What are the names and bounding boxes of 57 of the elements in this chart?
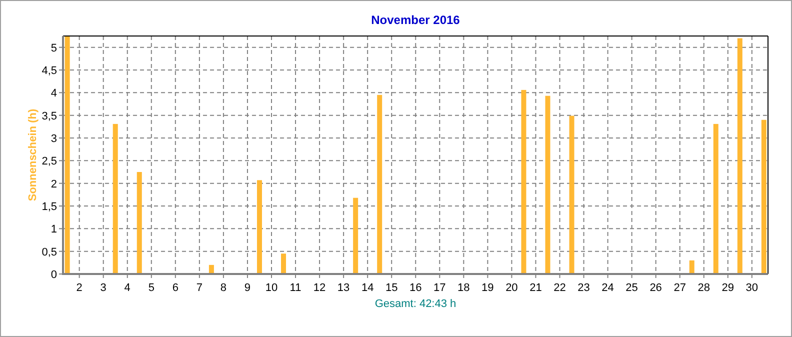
x-tick-label: 25: [626, 282, 638, 294]
bar: [112, 124, 118, 274]
y-tick-label: 3,5: [42, 110, 57, 122]
bar: [737, 38, 742, 274]
x-tick-label: 18: [458, 282, 470, 294]
x-tick-label: 6: [172, 282, 178, 294]
bar: [64, 36, 70, 274]
bar: [545, 96, 550, 274]
bar: [761, 120, 766, 274]
y-tick-label: 2,5: [42, 156, 57, 168]
y-tick-label: 0,5: [42, 246, 57, 258]
y-tick-label: 3: [50, 133, 57, 145]
y-axis-title: Sonnenschein (h): [27, 108, 39, 202]
x-tick-label: 21: [530, 282, 542, 294]
bar: [521, 90, 526, 274]
x-tick-label: 23: [578, 282, 590, 294]
bar: [689, 260, 694, 274]
y-tick-label: 1: [50, 224, 57, 236]
x-axis-title: Gesamt: 42:43 h: [374, 298, 456, 310]
x-tick-label: 28: [698, 282, 710, 294]
bar: [713, 124, 718, 274]
x-tick-label: 8: [220, 282, 227, 294]
chart-title: November 2016: [371, 13, 460, 27]
x-tick-label: 19: [482, 282, 494, 294]
x-tick-label: 3: [100, 282, 106, 294]
x-tick-label: 26: [650, 282, 662, 294]
x-tick-label: 27: [674, 282, 686, 294]
x-tick-label: 13: [337, 282, 350, 294]
x-tick-label: 12: [313, 282, 326, 294]
x-tick-label: 14: [361, 282, 374, 294]
x-tick-label: 30: [746, 282, 758, 294]
y-tick-label: 1,5: [42, 201, 57, 213]
x-tick-label: 24: [602, 282, 614, 294]
bar: [353, 198, 358, 274]
y-tick-label: 5: [50, 42, 57, 54]
x-tick-label: 4: [124, 282, 130, 294]
bar: [281, 254, 286, 274]
x-tick-label: 17: [434, 282, 446, 294]
x-tick-label: 16: [409, 282, 422, 294]
x-tick-label: 29: [722, 282, 734, 294]
bar: [569, 116, 574, 274]
x-tick-label: 20: [506, 282, 518, 294]
y-tick-label: 4: [50, 88, 57, 100]
y-tick-label: 2: [50, 178, 57, 190]
x-tick-label: 11: [290, 282, 302, 294]
x-tick-label: 10: [265, 282, 278, 294]
x-tick-label: 9: [244, 282, 251, 294]
x-tick-label: 15: [385, 282, 398, 294]
y-tick-label: 4,5: [42, 65, 57, 77]
x-tick-label: 2: [76, 282, 82, 294]
x-tick-label: 5: [148, 282, 154, 294]
x-tick-label: 22: [554, 282, 566, 294]
x-tick-label: 7: [196, 282, 202, 294]
bar: [256, 180, 262, 274]
bar: [136, 172, 142, 274]
bar: [377, 94, 382, 274]
y-tick-label: 0: [50, 269, 57, 281]
